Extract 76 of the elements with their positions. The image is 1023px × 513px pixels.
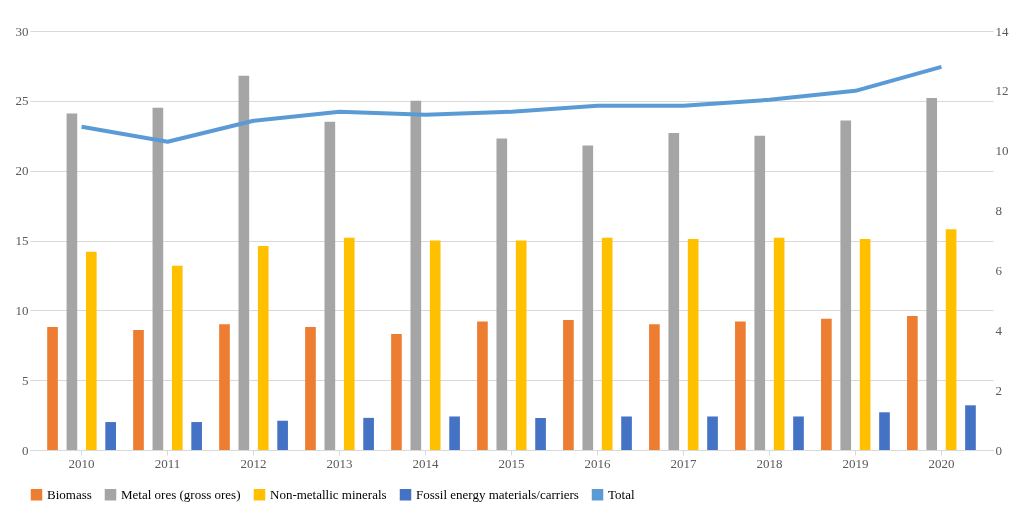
bar — [85, 251, 97, 450]
y2-tick-label: 6 — [995, 262, 1003, 278]
bar — [410, 100, 422, 450]
bar — [582, 145, 594, 450]
legend-label: Total — [608, 486, 635, 502]
x-tick-label: 2012 — [240, 455, 267, 471]
legend-label: Biomass — [47, 486, 92, 502]
y-tick-label: 15 — [15, 233, 29, 248]
bar — [238, 75, 250, 450]
bar — [477, 321, 488, 450]
bar — [773, 237, 785, 450]
legend-label: Metal ores (gross ores) — [121, 486, 241, 502]
bar — [563, 320, 574, 450]
x-tick-label: 2015 — [498, 455, 525, 471]
bar — [429, 240, 441, 450]
bar — [821, 318, 832, 450]
y2-tick-label: 12 — [995, 83, 1009, 99]
y-tick-label: 25 — [15, 93, 29, 109]
legend-label: Fossil energy materials/carriers — [416, 486, 579, 502]
bar — [449, 416, 460, 450]
bar — [735, 321, 746, 450]
y2-tick-label: 10 — [995, 143, 1009, 159]
x-tick-label: 2020 — [928, 455, 955, 471]
bar — [687, 239, 699, 450]
bar — [859, 239, 871, 450]
bar — [219, 324, 230, 450]
y-tick-label: 30 — [15, 23, 29, 39]
bar — [707, 416, 718, 450]
y-tick-label: 10 — [15, 302, 29, 318]
bar — [363, 417, 374, 450]
bar — [496, 138, 508, 450]
y-tick-label: 5 — [22, 372, 29, 388]
bar — [601, 237, 613, 450]
bar — [535, 417, 546, 450]
x-tick-label: 2019 — [842, 455, 869, 471]
y-tick-label: 20 — [15, 163, 29, 179]
x-tick-label: 2011 — [154, 455, 181, 471]
bar — [879, 412, 890, 450]
bar — [47, 327, 58, 450]
bar — [66, 113, 78, 450]
bar — [343, 237, 355, 450]
bar — [945, 229, 957, 450]
y2-tick-label: 14 — [995, 23, 1009, 39]
y2-tick-label: 2 — [995, 382, 1002, 398]
bar — [391, 334, 402, 450]
bar — [277, 420, 288, 450]
bar — [965, 405, 976, 450]
bar — [171, 265, 183, 450]
x-tick-label: 2013 — [326, 455, 353, 471]
line-series — [79, 64, 944, 144]
bar — [133, 329, 144, 450]
x-tick-label: 2014 — [412, 455, 440, 471]
bar — [840, 120, 852, 450]
bar — [621, 416, 632, 450]
bar — [515, 240, 527, 450]
bar — [649, 324, 660, 450]
bar — [907, 315, 918, 450]
bar — [305, 327, 316, 450]
bar — [191, 422, 202, 450]
y-tick-label: 0 — [22, 442, 29, 458]
x-tick-label: 2010 — [68, 455, 95, 471]
bar — [926, 98, 938, 450]
bar — [668, 132, 680, 450]
bar — [324, 121, 336, 450]
bar — [152, 107, 164, 450]
y2-tick-label: 8 — [995, 203, 1002, 219]
x-tick-label: 2016 — [584, 455, 611, 471]
y2-tick-label: 4 — [995, 322, 1003, 338]
bar — [754, 135, 766, 450]
y2-tick-label: 0 — [995, 442, 1002, 458]
legend-label: Non-metallic minerals — [270, 486, 387, 502]
bar — [793, 416, 804, 450]
bar — [105, 422, 116, 450]
x-tick-label: 2018 — [756, 455, 783, 471]
x-tick-label: 2017 — [670, 455, 697, 471]
bar — [257, 246, 269, 450]
